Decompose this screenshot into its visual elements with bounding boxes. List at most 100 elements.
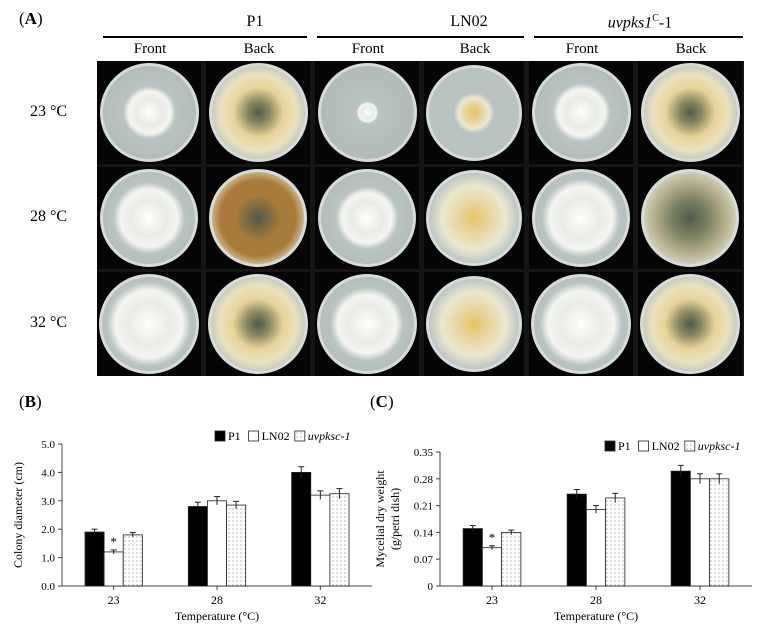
b-y-tick-label: 5.0	[41, 439, 55, 451]
b-y-tick-label: 4.0	[41, 467, 55, 479]
petri-dish	[318, 169, 416, 267]
c-bar-uvpksc-1-32	[709, 478, 730, 587]
petri-dish	[99, 63, 199, 162]
panel-a-letter: A	[24, 9, 37, 28]
b-bar-P1-23	[84, 531, 105, 587]
c-bar-LN02-28	[585, 509, 607, 587]
b-legend-label-LN02: LN02	[262, 429, 290, 443]
b-bar-uvpksc-1-28	[226, 504, 247, 587]
petri-dish	[99, 274, 199, 374]
petri-dish-photo-r2-c2	[315, 272, 419, 376]
colony-diameter-chart: 0.0 1.0 2.0 3.0 4.0 5.0 23 * 28 32 Temperature (°C…	[11, 429, 372, 623]
b-y-axis-title: Colony diameter (cm)	[11, 462, 25, 568]
petri-dish	[531, 274, 631, 374]
temperature-label-0: 23 °C	[30, 102, 68, 120]
petri-dish-photo-r2-c4	[529, 272, 633, 376]
b-bar-LN02-28	[207, 500, 227, 587]
petri-dish	[640, 274, 740, 374]
side-label-back-5: Back	[675, 41, 707, 57]
c-y-tick-label: 0.28	[414, 474, 434, 486]
strain-ln02: LN02	[450, 13, 488, 30]
petri-dish	[426, 64, 522, 161]
c-x-tick-label: 32	[694, 593, 706, 607]
c-y-tick-label: 0.35	[414, 447, 434, 459]
b-bar-P1-32	[291, 472, 312, 587]
c-significance-annotation: *	[489, 530, 496, 545]
c-bar-P1-23	[462, 528, 483, 587]
c-legend-swatch-P1	[604, 440, 616, 452]
petri-dish-photo-r0-c1	[206, 61, 310, 164]
side-label-back-1: Back	[243, 41, 275, 57]
b-bar-LN02-23	[103, 551, 124, 587]
petri-dish-photo-r1-c2	[315, 167, 419, 269]
petri-dish-photo-r0-c5	[638, 61, 742, 164]
mycelial-dry-weight-chart: 0 0.07 0.14 0.21 0.28 0.35 23 * 28 32 Temperature …	[373, 439, 752, 623]
c-x-tick-label: 28	[590, 593, 602, 607]
petri-dish	[317, 63, 417, 162]
c-x-tick-label: 23	[486, 593, 498, 607]
petri-dish	[209, 169, 307, 267]
strain-uvpks1c-prefix: uvpks1	[607, 14, 653, 32]
petri-dish-photo-r0-c3	[424, 61, 524, 164]
petri-dish-photo-r1-c4	[529, 167, 633, 269]
temperature-label-2: 32 °C	[30, 314, 68, 331]
c-y-tick-label: 0	[428, 581, 434, 593]
petri-dish	[640, 63, 740, 162]
c-bar-uvpksc-1-28	[605, 497, 626, 587]
petri-dish-photo-r2-c5	[638, 272, 742, 376]
c-y-axis-title-2: (g/petri dish)	[388, 488, 402, 550]
temperature-label-1: 28 °C	[30, 208, 68, 225]
petri-dish	[531, 63, 631, 162]
petri-dish	[426, 276, 522, 372]
c-legend-label-P1: P1	[618, 439, 631, 453]
petri-dish-photo-r2-c1	[206, 272, 310, 376]
b-significance-annotation: *	[110, 534, 117, 549]
b-x-tick-label: 32	[314, 593, 326, 607]
petri-dish-photo-r1-c3	[424, 167, 524, 269]
c-bar-P1-28	[566, 493, 587, 587]
petri-dish	[208, 274, 308, 374]
b-y-tick-label: 3.0	[41, 496, 55, 508]
c-legend-label-uvpksc-1: uvpksc-1	[698, 439, 741, 453]
petri-dish	[208, 63, 308, 162]
b-y-tick-label: 2.0	[41, 524, 55, 536]
petri-dish-photo-r0-c4	[529, 61, 633, 164]
c-y-tick-label: 0.07	[414, 554, 434, 566]
c-y-axis-title: Mycelial dry weight	[373, 470, 387, 568]
b-x-tick-label: 23	[108, 593, 120, 607]
petri-dish-photo-grid	[97, 61, 744, 376]
b-legend-label-P1: P1	[228, 429, 241, 443]
petri-dish	[317, 274, 417, 374]
strain-uvpks1c-suffix: -1	[658, 14, 673, 32]
b-y-tick-label: 1.0	[41, 553, 55, 565]
petri-dish-photo-r2-c3	[424, 272, 524, 376]
c-legend-label-LN02: LN02	[652, 439, 680, 453]
c-y-tick-label: 0.14	[414, 527, 434, 539]
b-bar-uvpksc-1-32	[329, 493, 350, 587]
side-label-front-2: Front	[351, 41, 385, 57]
b-legend-swatch-LN02	[248, 430, 260, 442]
side-label-front-4: Front	[565, 41, 599, 57]
c-y-tick-label: 0.21	[414, 501, 433, 513]
c-bar-LN02-32	[689, 478, 711, 587]
strain-uvpks1c: uvpks1C-1	[585, 13, 695, 32]
panel-b-label: (B)	[19, 392, 42, 411]
petri-dish	[426, 170, 522, 266]
petri-dish-photo-r1-c5	[638, 167, 742, 269]
b-legend-swatch-P1	[214, 430, 226, 442]
b-y-tick-label: 0.0	[41, 581, 55, 593]
strain-underline-uvpks1c	[534, 36, 743, 38]
c-bar-P1-32	[670, 470, 691, 587]
c-bar-LN02-23	[481, 547, 503, 587]
c-bar-uvpksc-1-23	[501, 532, 522, 587]
b-x-tick-label: 28	[211, 593, 223, 607]
petri-dish-photo-r1-c0	[97, 167, 201, 269]
petri-dish-photo-r2-c0	[97, 272, 201, 376]
side-label-front-0: Front	[133, 41, 167, 57]
panel-b-letter: B	[24, 392, 37, 411]
b-bar-LN02-32	[310, 494, 331, 587]
b-bar-P1-28	[187, 506, 208, 587]
petri-dish-photo-r0-c2	[315, 61, 419, 164]
petri-dish	[641, 169, 739, 267]
strain-uvpks1c-sup: C	[652, 13, 659, 24]
